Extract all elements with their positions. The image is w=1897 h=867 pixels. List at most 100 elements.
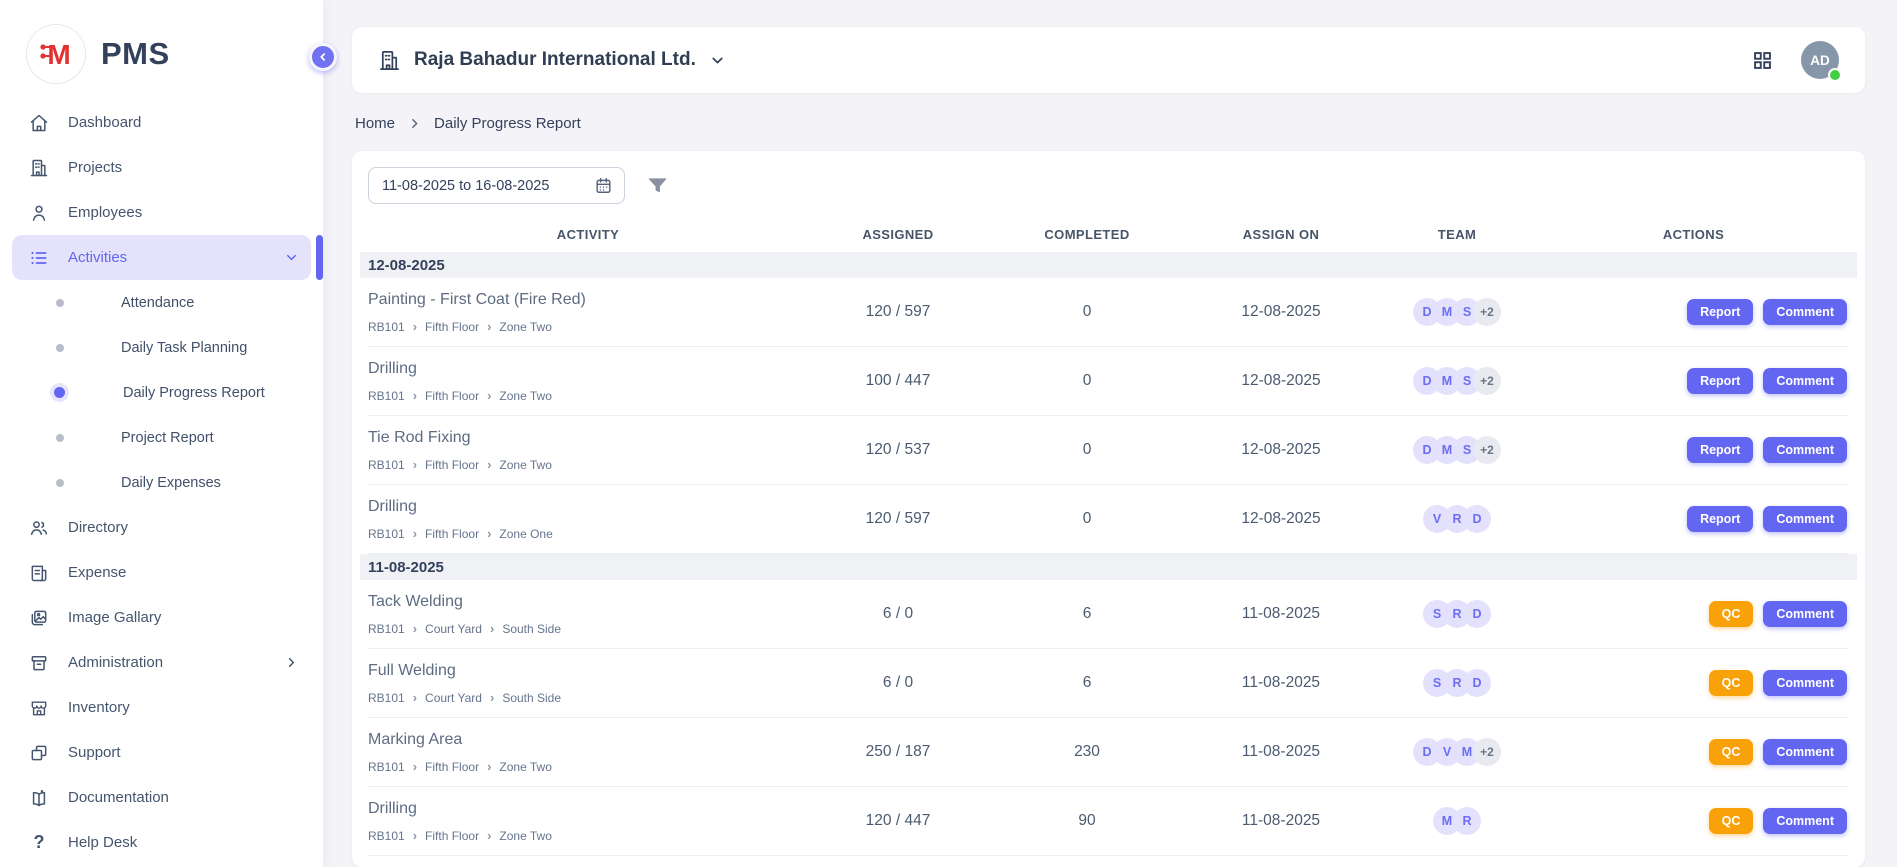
breadcrumb-home[interactable]: Home (355, 115, 395, 132)
sidebar-item-label: Daily Task Planning (121, 340, 247, 356)
sidebar-item-dashboard[interactable]: Dashboard (12, 100, 311, 145)
qc-button[interactable]: QC (1709, 601, 1754, 627)
qc-button[interactable]: QC (1709, 670, 1754, 696)
company-selector[interactable]: Raja Bahadur International Ltd. (378, 49, 726, 72)
comment-button[interactable]: Comment (1763, 739, 1847, 765)
qc-button[interactable]: QC (1709, 739, 1754, 765)
comment-button[interactable]: Comment (1763, 437, 1847, 463)
path-chevron-icon: › (487, 829, 491, 842)
overlap-squares-icon (28, 742, 50, 764)
completed-value: 0 (988, 372, 1186, 390)
comment-button[interactable]: Comment (1763, 299, 1847, 325)
sidebar-item-administration[interactable]: Administration (12, 640, 311, 685)
activity-location-path: RB101›Fifth Floor›Zone Two (368, 458, 808, 472)
report-button[interactable]: Report (1687, 506, 1753, 532)
topbar-right: AD (1752, 41, 1839, 79)
team-avatar[interactable]: D (1463, 505, 1491, 533)
sidebar-item-directory[interactable]: Directory (12, 505, 311, 550)
row-actions: QC Comment (1538, 601, 1849, 627)
team-avatars: VRD (1376, 505, 1538, 533)
completed-value: 0 (988, 303, 1186, 321)
team-avatar[interactable]: R (1453, 807, 1481, 835)
activity-title: Tack Welding (368, 593, 808, 611)
sidebar-item-daily-expenses[interactable]: Daily Expenses (12, 460, 311, 505)
receipt-icon (28, 562, 50, 584)
column-header-assign-on: ASSIGN ON (1186, 227, 1376, 242)
team-avatars: DVM+2 (1376, 738, 1538, 766)
activity-cell: Marking Area RB101›Fifth Floor›Zone Two (368, 731, 808, 774)
main-area: Raja Bahadur International Ltd. AD Home (323, 0, 1897, 867)
chevron-left-icon (316, 50, 330, 64)
chevron-right-icon (284, 655, 299, 670)
sidebar-item-support[interactable]: Support (12, 730, 311, 775)
completed-value: 6 (988, 674, 1186, 692)
sidebar-item-inventory[interactable]: Inventory (12, 685, 311, 730)
activity-location-path: RB101›Fifth Floor›Zone Two (368, 320, 808, 334)
report-button[interactable]: Report (1687, 437, 1753, 463)
comment-button[interactable]: Comment (1763, 808, 1847, 834)
filter-funnel-icon[interactable] (646, 174, 669, 197)
team-avatars: MR (1376, 807, 1538, 835)
sidebar-item-label: Image Gallary (68, 609, 161, 626)
list-icon (28, 247, 50, 269)
comment-button[interactable]: Comment (1763, 670, 1847, 696)
sidebar-collapse-button[interactable] (309, 43, 337, 71)
assign-on-date: 11-08-2025 (1186, 743, 1376, 761)
sidebar-item-label: Daily Progress Report (123, 385, 265, 401)
sidebar-item-help-desk[interactable]: ? Help Desk (12, 820, 311, 865)
team-extra-count[interactable]: +2 (1473, 738, 1501, 766)
breadcrumb: Home Daily Progress Report (355, 112, 1862, 134)
sidebar-item-daily-task-planning[interactable]: Daily Task Planning (12, 325, 311, 370)
report-button[interactable]: Report (1687, 299, 1753, 325)
comment-button[interactable]: Comment (1763, 368, 1847, 394)
activity-row: Tack WeldingRB101›Court Yard›South Side6… (368, 580, 1849, 649)
team-extra-count[interactable]: +2 (1473, 298, 1501, 326)
path-segment: RB101 (368, 527, 405, 541)
activity-title: Marking Area (368, 731, 808, 749)
path-chevron-icon: › (487, 458, 491, 471)
apps-grid-icon[interactable] (1752, 50, 1773, 71)
question-mark-icon: ? (28, 832, 50, 854)
qc-button[interactable]: QC (1709, 808, 1754, 834)
team-extra-count[interactable]: +2 (1473, 367, 1501, 395)
sidebar-item-projects[interactable]: Projects (12, 145, 311, 190)
bullet-dot-icon (54, 387, 65, 398)
path-chevron-icon: › (490, 691, 494, 704)
sidebar-item-daily-progress-report[interactable]: Daily Progress Report (12, 370, 311, 415)
sidebar-item-expense[interactable]: Expense (12, 550, 311, 595)
path-segment: Fifth Floor (425, 458, 479, 472)
comment-button[interactable]: Comment (1763, 601, 1847, 627)
sidebar-item-project-report[interactable]: Project Report (12, 415, 311, 460)
team-extra-count[interactable]: +2 (1473, 436, 1501, 464)
sidebar-item-label: Documentation (68, 789, 169, 806)
sidebar-item-label: Administration (68, 654, 163, 671)
chevron-down-icon (709, 52, 726, 69)
path-chevron-icon: › (413, 389, 417, 402)
breadcrumb-current: Daily Progress Report (434, 115, 581, 132)
report-button[interactable]: Report (1687, 368, 1753, 394)
sidebar-item-documentation[interactable]: Documentation (12, 775, 311, 820)
comment-button[interactable]: Comment (1763, 506, 1847, 532)
sidebar-item-employees[interactable]: Employees (12, 190, 311, 235)
path-chevron-icon: › (487, 389, 491, 402)
date-range-input[interactable]: 11-08-2025 to 16-08-2025 (368, 167, 625, 204)
svg-text:M: M (47, 39, 70, 70)
activity-cell: DrillingRB101›Fifth Floor›Zone Two (368, 360, 808, 403)
bullet-dot-icon (56, 479, 64, 487)
team-avatar[interactable]: D (1463, 669, 1491, 697)
logo-mark-icon: M (26, 24, 86, 84)
bullet-dot-icon (56, 434, 64, 442)
progress-report-card: 11-08-2025 to 16-08-2025 ACTIVITY ASSIGN… (352, 151, 1865, 867)
sidebar-item-activities[interactable]: Activities (12, 235, 311, 280)
team-avatar[interactable]: D (1463, 600, 1491, 628)
activity-location-path: RB101›Fifth Floor›Zone Two (368, 760, 808, 774)
sidebar-item-image-gallary[interactable]: Image Gallary (12, 595, 311, 640)
path-segment: South Side (502, 691, 561, 705)
row-actions: QC Comment (1538, 739, 1849, 765)
sidebar-item-label: Attendance (121, 295, 194, 311)
user-avatar[interactable]: AD (1801, 41, 1839, 79)
path-chevron-icon: › (487, 760, 491, 773)
path-segment: Court Yard (425, 691, 482, 705)
activity-row: Full WeldingRB101›Court Yard›South Side6… (368, 649, 1849, 718)
sidebar-item-attendance[interactable]: Attendance (12, 280, 311, 325)
